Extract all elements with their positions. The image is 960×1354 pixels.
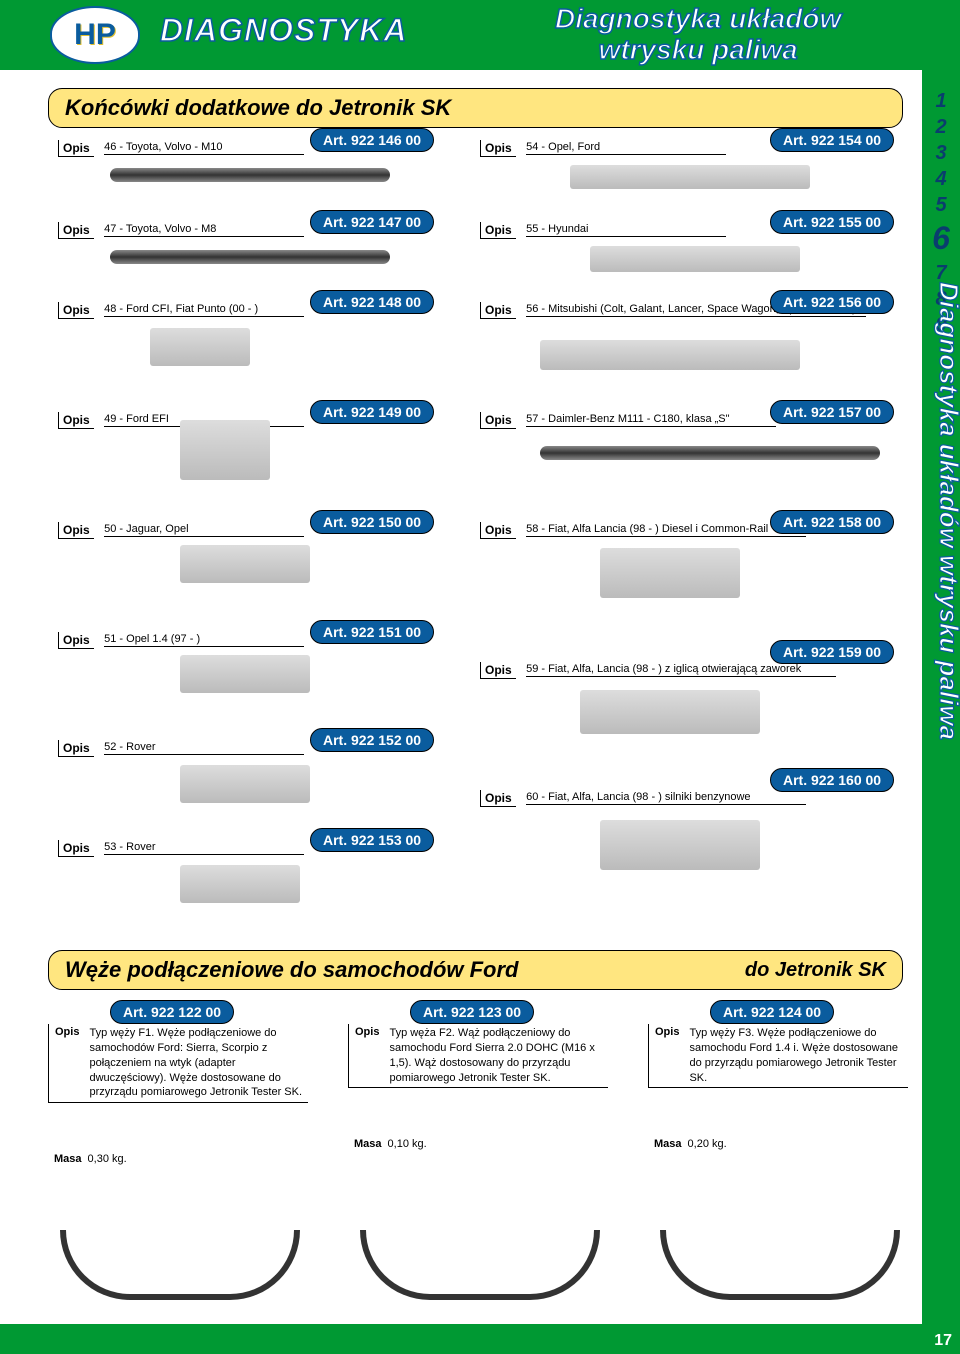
opis-label: Opis bbox=[58, 412, 94, 429]
page-category-title: DIAGNOSTYKA bbox=[160, 12, 407, 49]
art-badge-59: Art. 922 159 00 bbox=[770, 640, 894, 664]
masa-label: Masa bbox=[48, 1153, 88, 1165]
opis-label: Opis bbox=[480, 522, 516, 539]
art-badge-53: Art. 922 153 00 bbox=[310, 828, 434, 852]
product-desc-50: 50 - Jaguar, Opel bbox=[104, 522, 304, 537]
opis-label: Opis bbox=[58, 140, 94, 157]
opis-label: Opis bbox=[480, 790, 516, 807]
side-index-active: 6 bbox=[928, 218, 954, 260]
section-2-title-right: do Jetronik SK bbox=[745, 959, 886, 982]
product-desc-53: 53 - Rover bbox=[104, 840, 304, 855]
opis-label: Opis bbox=[480, 412, 516, 429]
product-desc-46: 46 - Toyota, Volvo - M10 bbox=[104, 140, 304, 155]
art-badge-47: Art. 922 147 00 bbox=[310, 210, 434, 234]
opis-label: Opis bbox=[480, 662, 516, 679]
product-image-55 bbox=[590, 246, 800, 272]
product-desc-54: 54 - Opel, Ford bbox=[526, 140, 726, 155]
product-image-52 bbox=[180, 765, 310, 803]
art-badge-hose-1: Art. 922 122 00 bbox=[110, 1000, 234, 1024]
opis-label: Opis bbox=[58, 740, 94, 757]
product-image-47 bbox=[110, 250, 390, 264]
section-2-title-left: Węże podłączeniowe do samochodów Ford bbox=[65, 957, 518, 983]
art-badge-56: Art. 922 156 00 bbox=[770, 290, 894, 314]
logo: HP bbox=[50, 6, 140, 64]
hose-2-desc: Typ węża F2. Wąż podłączeniowy do samoch… bbox=[385, 1024, 608, 1087]
hose-3-masa: 0,20 kg. bbox=[688, 1138, 727, 1150]
product-desc-48: 48 - Ford CFI, Fiat Punto (00 - ) bbox=[104, 302, 304, 317]
product-desc-58: 58 - Fiat, Alfa Lancia (98 - ) Diesel i … bbox=[526, 522, 806, 537]
page-number: 17 bbox=[934, 1332, 952, 1350]
opis-label: Opis bbox=[49, 1024, 85, 1102]
product-image-46 bbox=[110, 168, 390, 182]
art-badge-hose-2: Art. 922 123 00 bbox=[410, 1000, 534, 1024]
section-1-title: Końcówki dodatkowe do Jetronik SK bbox=[65, 95, 451, 121]
product-image-48 bbox=[150, 328, 250, 366]
art-badge-48: Art. 922 148 00 bbox=[310, 290, 434, 314]
side-index-4: 4 bbox=[928, 166, 954, 192]
hose-1-image bbox=[60, 1230, 300, 1300]
masa-label: Masa bbox=[648, 1138, 688, 1150]
product-desc-57: 57 - Daimler-Benz M111 - C180, klasa „S" bbox=[526, 412, 776, 427]
art-badge-55: Art. 922 155 00 bbox=[770, 210, 894, 234]
product-image-56 bbox=[540, 340, 800, 370]
product-item-60: Opis 60 - Fiat, Alfa, Lancia (98 - ) sil… bbox=[480, 790, 900, 808]
product-image-59 bbox=[580, 690, 760, 734]
masa-label: Masa bbox=[348, 1138, 388, 1150]
opis-label: Opis bbox=[58, 632, 94, 649]
art-badge-49: Art. 922 149 00 bbox=[310, 400, 434, 424]
side-index-1: 1 bbox=[928, 88, 954, 114]
art-badge-57: Art. 922 157 00 bbox=[770, 400, 894, 424]
product-image-49 bbox=[180, 420, 270, 480]
bottom-bar bbox=[0, 1324, 960, 1354]
opis-label: Opis bbox=[58, 522, 94, 539]
opis-label: Opis bbox=[480, 140, 516, 157]
side-index-3: 3 bbox=[928, 140, 954, 166]
opis-label: Opis bbox=[480, 302, 516, 319]
product-image-51 bbox=[180, 655, 310, 693]
side-index-5: 5 bbox=[928, 192, 954, 218]
product-item-59: Opis 59 - Fiat, Alfa, Lancia (98 - ) z i… bbox=[480, 662, 900, 680]
product-image-50 bbox=[180, 545, 310, 583]
art-badge-54: Art. 922 154 00 bbox=[770, 128, 894, 152]
product-image-58 bbox=[600, 548, 740, 598]
hose-3-image bbox=[660, 1230, 900, 1300]
art-badge-51: Art. 922 151 00 bbox=[310, 620, 434, 644]
hose-2-masa: 0,10 kg. bbox=[388, 1138, 427, 1150]
art-badge-46: Art. 922 146 00 bbox=[310, 128, 434, 152]
product-image-57 bbox=[540, 446, 880, 460]
opis-label: Opis bbox=[480, 222, 516, 239]
section-2-header: Węże podłączeniowe do samochodów Ford do… bbox=[48, 950, 903, 990]
opis-label: Opis bbox=[349, 1024, 385, 1087]
art-badge-hose-3: Art. 922 124 00 bbox=[710, 1000, 834, 1024]
hose-item-3: Opis Typ węży F3. Węże podłączeniowe do … bbox=[648, 1024, 908, 1150]
side-index-2: 2 bbox=[928, 114, 954, 140]
product-desc-55: 55 - Hyundai bbox=[526, 222, 726, 237]
product-desc-52: 52 - Rover bbox=[104, 740, 304, 755]
opis-label: Opis bbox=[58, 840, 94, 857]
hose-item-2: Opis Typ węża F2. Wąż podłączeniowy do s… bbox=[348, 1024, 608, 1150]
catalog-page: HP DIAGNOSTYKA Diagnostyka układówwtrysk… bbox=[0, 0, 960, 1354]
art-badge-52: Art. 922 152 00 bbox=[310, 728, 434, 752]
opis-label: Opis bbox=[649, 1024, 685, 1087]
art-badge-58: Art. 922 158 00 bbox=[770, 510, 894, 534]
hose-1-desc: Typ węży F1. Węże podłączeniowe do samoc… bbox=[85, 1024, 308, 1102]
art-badge-60: Art. 922 160 00 bbox=[770, 768, 894, 792]
product-desc-47: 47 - Toyota, Volvo - M8 bbox=[104, 222, 304, 237]
page-subcategory-title: Diagnostyka układówwtrysku paliwa bbox=[555, 4, 841, 66]
product-desc-60: 60 - Fiat, Alfa, Lancia (98 - ) silniki … bbox=[526, 790, 806, 805]
opis-label: Opis bbox=[58, 222, 94, 239]
hose-item-1: Opis Typ węży F1. Węże podłączeniowe do … bbox=[48, 1024, 308, 1165]
hose-3-desc: Typ węży F3. Węże podłączeniowe do samoc… bbox=[685, 1024, 908, 1087]
product-desc-51: 51 - Opel 1.4 (97 - ) bbox=[104, 632, 304, 647]
product-image-53 bbox=[180, 865, 300, 903]
hose-2-image bbox=[360, 1230, 600, 1300]
product-desc-59: 59 - Fiat, Alfa, Lancia (98 - ) z iglicą… bbox=[526, 662, 836, 677]
product-image-54 bbox=[570, 165, 810, 189]
hose-1-masa: 0,30 kg. bbox=[88, 1153, 127, 1165]
vertical-category-label: Diagnostyka układów wtrysku paliwa bbox=[933, 282, 960, 740]
opis-label: Opis bbox=[58, 302, 94, 319]
section-1-header: Końcówki dodatkowe do Jetronik SK bbox=[48, 88, 903, 128]
art-badge-50: Art. 922 150 00 bbox=[310, 510, 434, 534]
product-image-60 bbox=[600, 820, 760, 870]
